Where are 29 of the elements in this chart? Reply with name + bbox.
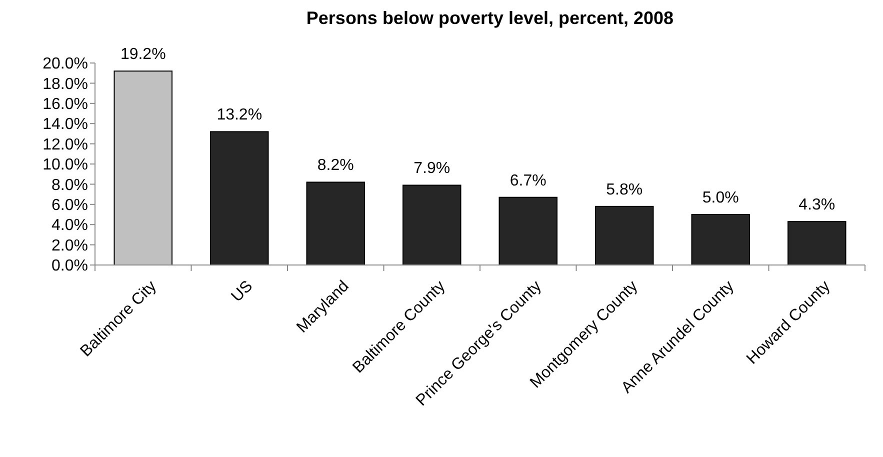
y-tick-label: 8.0%	[52, 176, 88, 194]
y-tick-label: 0.0%	[52, 258, 88, 275]
y-tick-label: 12.0%	[42, 136, 88, 154]
bar	[691, 214, 750, 266]
bar	[402, 184, 462, 266]
data-label: 5.8%	[606, 181, 643, 198]
bar	[210, 131, 269, 266]
data-label: 6.7%	[510, 172, 546, 190]
bar	[595, 206, 654, 266]
data-label: 13.2%	[216, 106, 262, 124]
data-label: 7.9%	[414, 160, 450, 178]
y-tick-label: 14.0%	[42, 116, 88, 134]
y-tick-label: 20.0%	[42, 56, 88, 73]
bar	[498, 196, 558, 266]
bar	[788, 221, 846, 266]
x-tick-label: US	[228, 278, 256, 306]
chart-title: Persons below poverty level, percent, 2008	[306, 8, 674, 28]
y-tick-label: 10.0%	[42, 156, 88, 174]
y-tick-label: 2.0%	[52, 237, 88, 254]
bar	[114, 70, 172, 266]
y-tick-label: 4.0%	[52, 217, 88, 234]
bar	[306, 182, 365, 266]
data-label: 5.0%	[702, 190, 739, 206]
y-tick-label: 16.0%	[42, 96, 88, 113]
data-label: 8.2%	[317, 157, 354, 174]
y-tick-label: 18.0%	[42, 76, 88, 93]
data-label: 4.3%	[798, 196, 836, 214]
data-label: 19.2%	[120, 46, 166, 64]
y-tick-label: 6.0%	[52, 197, 88, 214]
